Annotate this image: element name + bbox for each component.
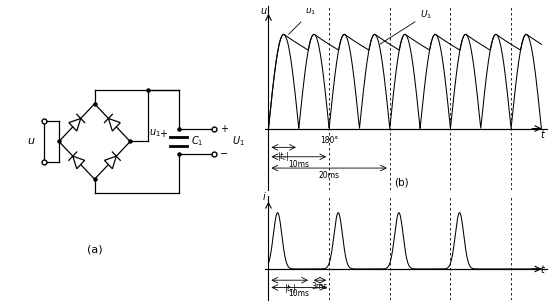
Text: 3ms: 3ms	[312, 282, 328, 291]
Text: $|t_c|$: $|t_c|$	[284, 282, 296, 295]
Text: i: i	[262, 192, 265, 202]
Text: u: u	[260, 6, 267, 16]
Text: +: +	[221, 124, 228, 134]
Text: $u_1$: $u_1$	[289, 7, 316, 34]
Text: $C_1$: $C_1$	[191, 135, 204, 148]
Text: 10ms: 10ms	[288, 160, 309, 169]
Text: 180°: 180°	[320, 136, 338, 145]
Text: 20ms: 20ms	[319, 171, 340, 180]
Text: (b): (b)	[395, 177, 409, 188]
Text: 10ms: 10ms	[288, 289, 309, 298]
Text: $u_1$: $u_1$	[149, 127, 161, 139]
Text: (a): (a)	[87, 244, 102, 254]
Text: $U_1$: $U_1$	[232, 135, 244, 148]
Text: t: t	[541, 265, 545, 275]
Text: t: t	[541, 130, 545, 140]
Text: +: +	[159, 129, 167, 139]
Text: u: u	[28, 136, 34, 147]
Text: $|t_c|$: $|t_c|$	[278, 150, 290, 163]
Text: $U_1$: $U_1$	[380, 9, 432, 44]
Text: −: −	[221, 149, 228, 159]
